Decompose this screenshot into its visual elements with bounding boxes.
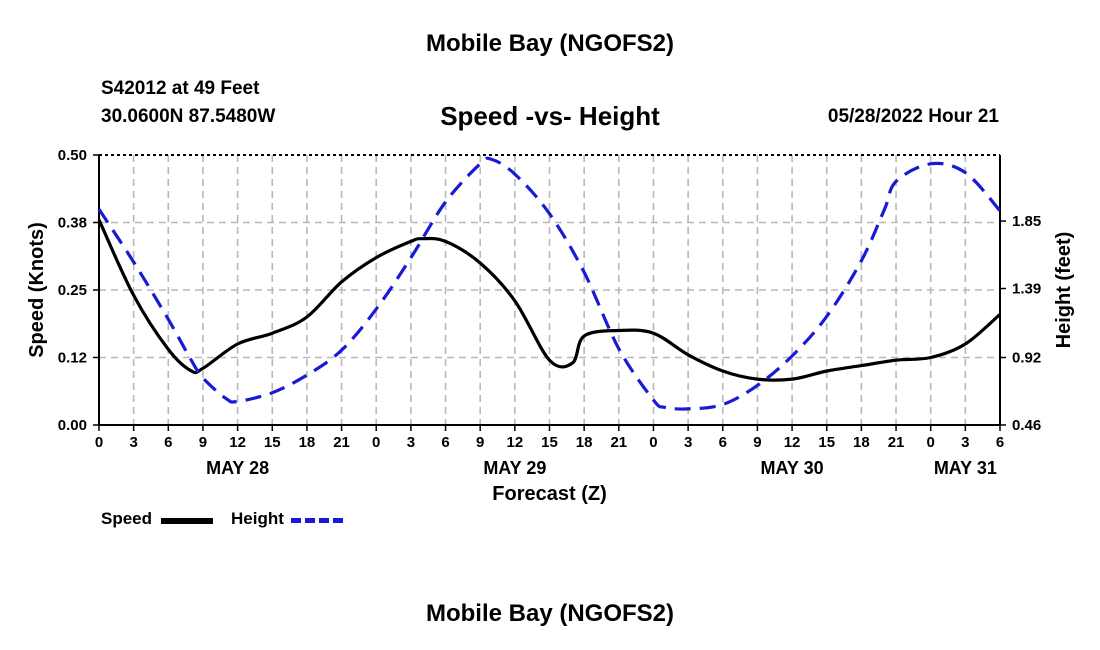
- y-tick-label: 0.25: [58, 282, 87, 299]
- y2-tick-label: 0.46: [1012, 417, 1041, 434]
- date-label: MAY 30: [761, 458, 824, 478]
- x-tick-label: 21: [888, 434, 905, 451]
- y-axis-title: Speed (Knots): [26, 222, 48, 358]
- x-axis-title: Forecast (Z): [492, 483, 606, 505]
- coordinates-label: 30.0600N 87.5480W: [101, 106, 276, 127]
- legend-speed-label: Speed: [101, 509, 153, 528]
- station-label: S42012 at 49 Feet: [101, 78, 260, 99]
- date-label: MAY 29: [483, 458, 546, 478]
- legend-height-swatch: [291, 518, 343, 523]
- x-tick-label: 15: [541, 434, 558, 451]
- x-tick-label: 0: [927, 434, 935, 451]
- x-tick-label: 18: [299, 434, 316, 451]
- y2-tick-label: 1.39: [1012, 281, 1041, 298]
- x-tick-label: 9: [753, 434, 761, 451]
- x-tick-label: 0: [95, 434, 103, 451]
- y-tick-label: 0.50: [58, 147, 87, 164]
- x-tick-label: 9: [476, 434, 484, 451]
- x-tick-label: 0: [372, 434, 380, 451]
- run-time-label: 05/28/2022 Hour 21: [827, 106, 999, 127]
- x-tick-label: 12: [229, 434, 246, 451]
- x-tick-label: 12: [507, 434, 524, 451]
- x-tick-label: 18: [853, 434, 870, 451]
- x-tick-label: 6: [719, 434, 727, 451]
- height-series-line: [97, 156, 1002, 411]
- legend-speed-swatch: [161, 518, 213, 524]
- date-label: MAY 28: [206, 458, 269, 478]
- legend-height-label: Height: [231, 509, 284, 528]
- y-tick-label: 0.12: [58, 350, 87, 367]
- y2-tick-label: 0.92: [1012, 350, 1041, 367]
- x-tick-label: 21: [333, 434, 350, 451]
- y-tick-label: 0.38: [58, 215, 87, 232]
- chart-title: Speed -vs- Height: [440, 101, 660, 131]
- x-tick-label: 6: [441, 434, 449, 451]
- x-tick-label: 6: [996, 434, 1004, 451]
- y2-axis-title: Height (feet): [1053, 232, 1075, 349]
- y2-tick-label: 1.85: [1012, 213, 1041, 230]
- x-tick-label: 15: [264, 434, 281, 451]
- top-title: Mobile Bay (NGOFS2): [425, 30, 675, 57]
- x-tick-label: 18: [576, 434, 593, 451]
- x-tick-label: 15: [818, 434, 835, 451]
- x-tick-label: 21: [610, 434, 627, 451]
- x-tick-label: 6: [164, 434, 172, 451]
- x-tick-label: 3: [961, 434, 969, 451]
- x-tick-label: 3: [407, 434, 415, 451]
- x-tick-label: 3: [684, 434, 692, 451]
- date-label: MAY 31: [934, 458, 997, 478]
- y-tick-label: 0.00: [58, 417, 87, 434]
- x-tick-label: 3: [129, 434, 137, 451]
- x-tick-label: 12: [784, 434, 801, 451]
- speed-series-line: [97, 219, 1002, 382]
- x-tick-label: 0: [649, 434, 657, 451]
- bottom-title: Mobile Bay (NGOFS2): [425, 600, 675, 627]
- x-tick-label: 9: [199, 434, 207, 451]
